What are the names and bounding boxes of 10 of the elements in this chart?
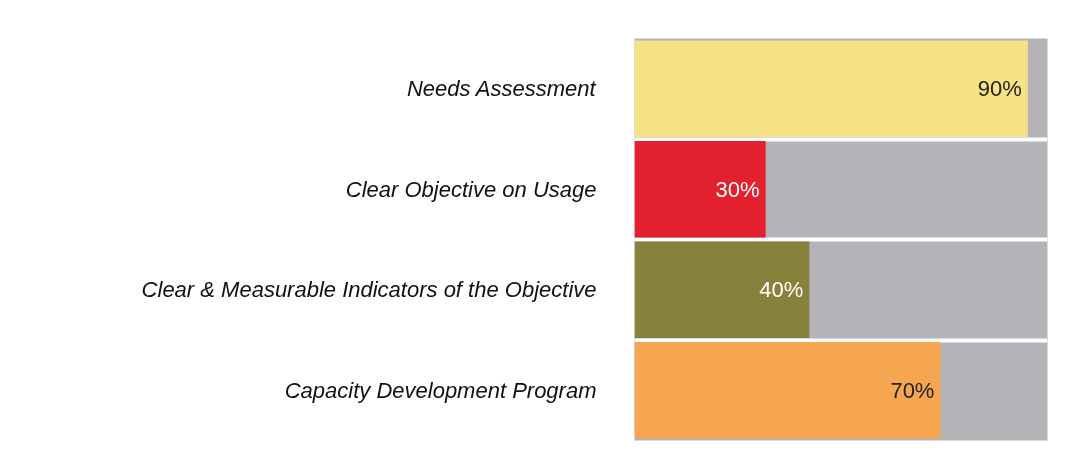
bar bbox=[634, 241, 810, 338]
y-tick-label: Clear & Measurable Indicators of the Objective bbox=[141, 277, 597, 303]
data-label: 30% bbox=[715, 176, 760, 202]
data-label: 90% bbox=[977, 76, 1022, 102]
data-label: 70% bbox=[890, 377, 935, 403]
y-tick-label: Capacity Development Program bbox=[284, 377, 597, 403]
data-label: 40% bbox=[759, 277, 804, 303]
bar bbox=[634, 141, 766, 238]
y-tick-label: Needs Assessment bbox=[406, 76, 597, 102]
y-tick-label: Clear Objective on Usage bbox=[345, 176, 597, 202]
